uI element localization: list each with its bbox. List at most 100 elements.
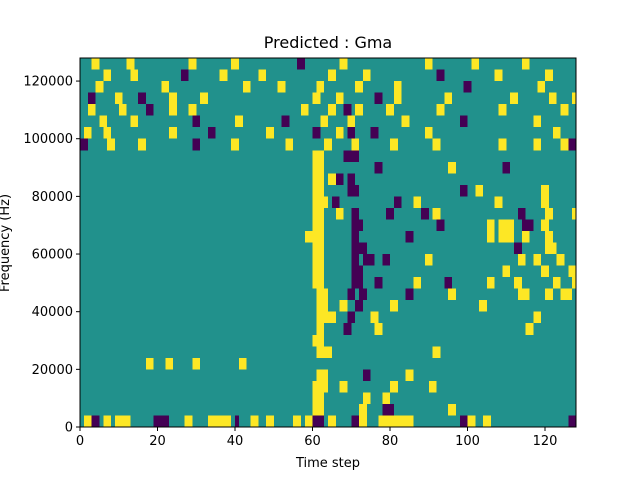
heatmap-cell-high: [525, 323, 534, 335]
heatmap-cell-high: [231, 138, 239, 151]
heatmap-cell-high: [517, 288, 530, 301]
heatmap-cell-low: [351, 207, 359, 220]
heatmap-cell-low: [374, 277, 383, 289]
x-tick-label: 120: [533, 434, 558, 449]
heatmap-cell-low: [235, 415, 239, 427]
heatmap-cell-high: [572, 207, 577, 220]
heatmap-cell-high: [378, 415, 387, 427]
heatmap-cell-high: [506, 219, 514, 231]
heatmap-cell-high: [312, 403, 325, 416]
heatmap-cell-high: [432, 207, 441, 220]
heatmap-cell-low: [297, 58, 305, 70]
heatmap-cell-high: [486, 277, 495, 289]
heatmap-cell-high: [541, 265, 549, 278]
heatmap-cell-high: [537, 81, 545, 93]
heatmap-cell-high: [103, 415, 111, 427]
heatmap-cell-high: [541, 219, 549, 231]
heatmap-cell-low: [351, 265, 363, 278]
heatmap-cell-low: [207, 127, 216, 139]
heatmap-cell-low: [370, 127, 379, 139]
heatmap-cell-high: [436, 104, 445, 116]
y-tick-label: 120000: [23, 75, 73, 90]
heatmap-cell-high: [312, 230, 325, 243]
heatmap-cell-high: [138, 138, 146, 151]
heatmap-cell-high: [362, 69, 371, 82]
heatmap-cell-high: [521, 58, 530, 70]
heatmap-cell-low: [374, 161, 383, 174]
heatmap-cell-high: [312, 219, 325, 231]
heatmap-cell-high: [545, 207, 553, 220]
heatmap-cell-high: [347, 115, 356, 128]
heatmap-cell-low: [514, 242, 522, 255]
heatmap-cell-high: [494, 196, 503, 208]
heatmap-cell-low: [444, 277, 452, 289]
heatmap-cell-high: [83, 415, 96, 427]
heatmap-cell-high: [103, 69, 111, 82]
heatmap-cell-high: [293, 415, 301, 427]
heatmap-cell-high: [103, 127, 111, 139]
heatmap-cell-low: [351, 415, 359, 427]
heatmap-cell-low: [521, 219, 534, 231]
heatmap-cell-high: [545, 242, 557, 255]
heatmap-cell-high: [393, 81, 402, 93]
heatmap-cell-low: [568, 138, 576, 151]
heatmap-cell-high: [324, 138, 332, 151]
heatmap-cell-high: [312, 392, 325, 404]
y-tick-label: 0: [65, 421, 73, 436]
heatmap-cell-high: [572, 277, 577, 289]
heatmap-cell-high: [312, 150, 325, 162]
heatmap-cell-high: [339, 58, 348, 70]
heatmap-cell-high: [483, 415, 491, 427]
y-axis: 0 20000 40000 60000 80000 100000 120000: [23, 75, 80, 436]
heatmap-cell-low: [138, 92, 146, 105]
heatmap-cell-high: [498, 230, 507, 243]
heatmap-cell-high: [359, 415, 367, 427]
heatmap-cell-high: [428, 380, 437, 393]
heatmap-cell-high: [413, 196, 421, 208]
heatmap-cell-high: [498, 104, 507, 116]
y-tick-label: 80000: [32, 190, 73, 205]
heatmap-cell-low: [459, 115, 468, 128]
heatmap-cell-high: [560, 104, 569, 116]
heatmap-cell-low: [517, 207, 526, 220]
heatmap-cell-low: [351, 230, 359, 243]
heatmap-cell-high: [145, 357, 154, 370]
heatmap-cell-high: [393, 92, 402, 105]
heatmap-cell-high: [533, 311, 542, 324]
heatmap-cell-high: [339, 380, 348, 393]
heatmap-cell-low: [393, 196, 402, 208]
x-tick-label: 40: [227, 434, 244, 449]
heatmap-cell-high: [328, 69, 336, 82]
heatmap-cell-high: [188, 58, 197, 70]
heatmap-cell-high: [219, 415, 232, 427]
y-tick-label: 100000: [23, 132, 73, 147]
heatmap-cell-high: [285, 138, 294, 151]
heatmap-cell-high: [188, 104, 197, 116]
heatmap-cell-low: [351, 277, 363, 289]
heatmap-cell-low: [347, 127, 356, 139]
heatmap-cell-high: [250, 415, 259, 427]
heatmap-cell-high: [448, 161, 456, 174]
heatmap-cell-high: [312, 380, 325, 393]
heatmap-cell-high: [165, 357, 173, 370]
heatmap-cell-high: [374, 323, 383, 335]
heatmap-cell-high: [200, 92, 208, 105]
heatmap-cell-low: [331, 196, 340, 208]
heatmap-cell-high: [335, 92, 344, 105]
heatmap-cell-low: [362, 254, 375, 266]
heatmap-cell-high: [556, 254, 565, 266]
heatmap-cell-low: [347, 173, 356, 185]
heatmap-cell-high: [545, 288, 553, 301]
heatmap-cell-high: [479, 300, 487, 312]
heatmap-cell-high: [126, 58, 135, 70]
heatmap-cell-high: [359, 403, 367, 416]
heatmap-cell-high: [486, 230, 495, 243]
heatmap-cell-low: [405, 288, 414, 301]
heatmap-cell-low: [362, 369, 371, 381]
heatmap-cell-high: [312, 161, 325, 174]
heatmap-cell-low: [382, 403, 394, 416]
heatmap-cell-high: [521, 230, 530, 243]
heatmap-cell-high: [413, 277, 421, 289]
heatmap-cell-high: [444, 92, 452, 105]
